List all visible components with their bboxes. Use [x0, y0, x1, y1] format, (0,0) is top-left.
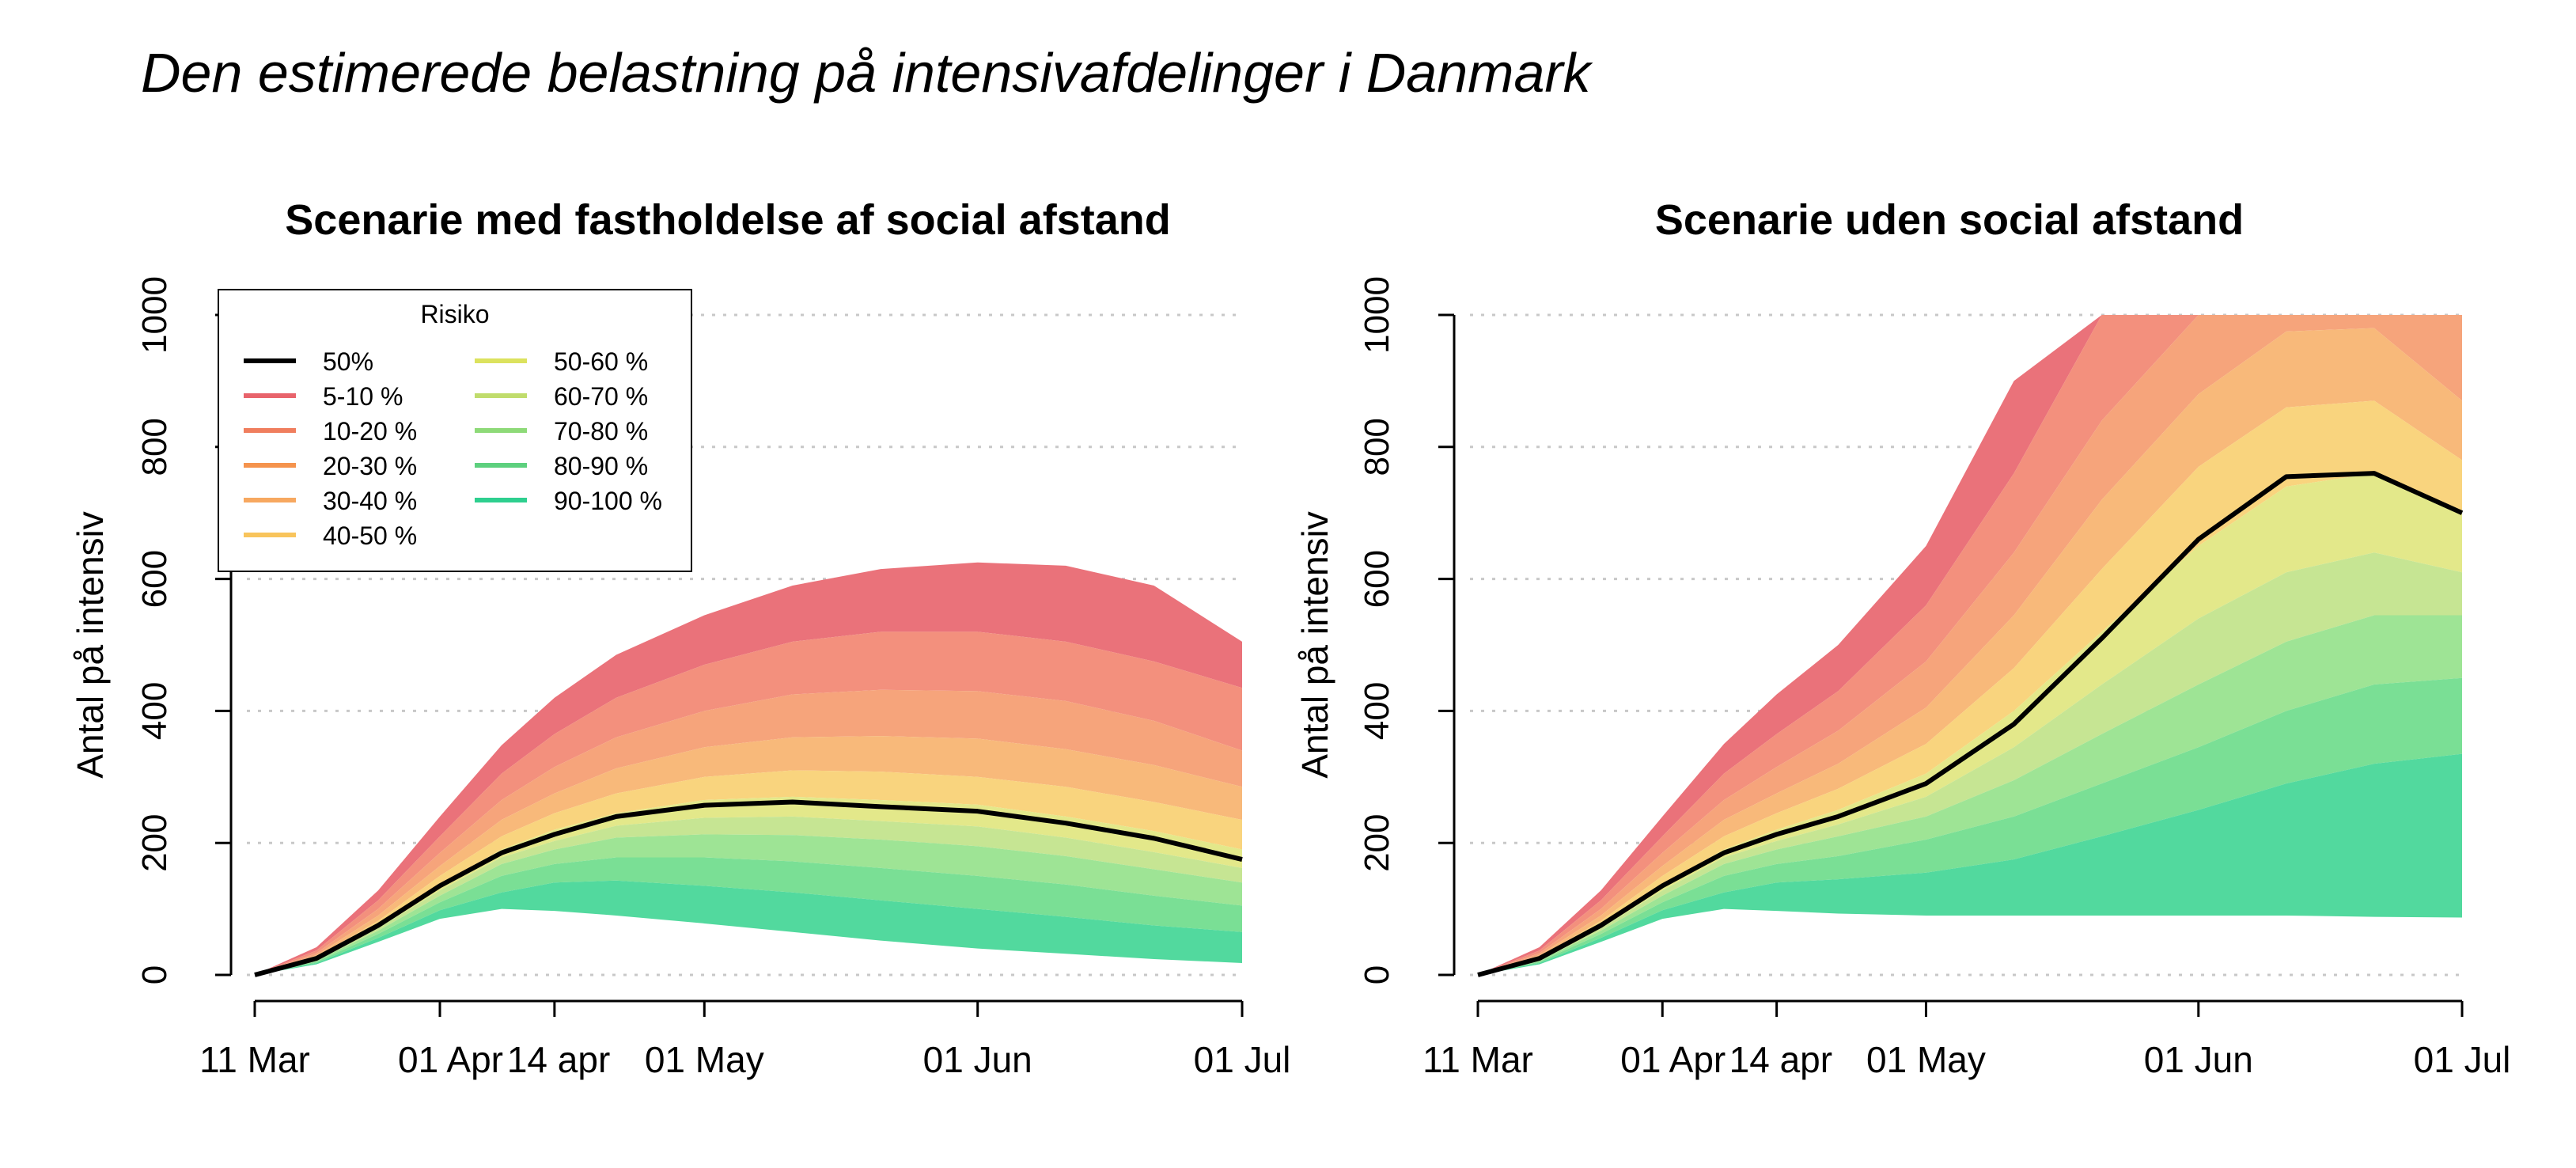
legend-title: Risiko: [420, 300, 489, 328]
chart-title: Scenarie med fastholdelse af social afst…: [285, 196, 1170, 244]
legend-label: 70-80 %: [554, 417, 648, 446]
y-tick-label: 0: [135, 965, 174, 984]
chart-title: Scenarie uden social afstand: [1655, 196, 2244, 244]
y-axis-label: Antal på intensiv: [1294, 511, 1335, 779]
legend-label: 10-20 %: [323, 417, 417, 446]
risk-band: [1478, 473, 2462, 975]
legend-label: 5-10 %: [323, 382, 403, 411]
legend-label: 90-100 %: [554, 487, 662, 515]
x-tick-label: 14 apr: [1729, 1039, 1832, 1080]
y-tick-label: 600: [1358, 550, 1396, 608]
y-tick-label: 200: [135, 813, 174, 871]
chart-right: Scenarie uden social afstand 0 200 400 600 80…: [1294, 196, 2510, 1080]
legend-box: [218, 289, 692, 572]
legend-label: 40-50 %: [323, 521, 417, 550]
y-tick-label: 400: [135, 682, 174, 740]
x-tick-label: 01 May: [645, 1039, 764, 1080]
y-tick-label: 0: [1358, 965, 1396, 984]
legend-label: 50%: [323, 347, 373, 376]
risk-band: [255, 770, 1242, 975]
median-line: [1477, 471, 2464, 977]
legend: Risiko 50% 5-10 % 10-20 % 20-30 % 30-40 % 40-5…: [218, 289, 692, 572]
y-tick-label: 600: [135, 550, 174, 608]
risk-band: [1478, 552, 2462, 975]
chart-left: Scenarie med fastholdelse af social afst…: [70, 196, 1290, 1080]
page-title: Den estimerede belastning på intensivafd…: [141, 42, 1591, 104]
median-line: [254, 799, 1243, 977]
x-tick-label: 01 Jul: [2414, 1039, 2511, 1080]
risk-band: [255, 562, 1242, 975]
x-tick-label: 01 Apr: [1620, 1039, 1726, 1080]
risk-band: [1478, 400, 2462, 975]
x-tick-label: 01 Jul: [1194, 1039, 1291, 1080]
y-tick-label: 1000: [1358, 276, 1396, 354]
bands: [254, 562, 1243, 977]
x-tick-label: 01 Jun: [2144, 1039, 2253, 1080]
legend-label: 80-90 %: [554, 452, 648, 480]
legend-label: 50-60 %: [554, 347, 648, 376]
y-tick-label: 1000: [135, 276, 174, 354]
y-tick-label: 800: [135, 418, 174, 476]
y-tick-label: 200: [1358, 813, 1396, 871]
risk-band: [1478, 615, 2462, 975]
legend-label: 20-30 %: [323, 452, 417, 480]
risk-band: [255, 880, 1242, 975]
risk-band: [255, 834, 1242, 975]
risk-band: [255, 631, 1242, 975]
risk-band: [255, 857, 1242, 975]
y-axis-label: Antal på intensiv: [70, 511, 111, 779]
bands: [1477, 315, 2464, 977]
risk-band: [1478, 328, 2462, 975]
legend-label: 60-70 %: [554, 382, 648, 411]
x-tick-label: 11 Mar: [1422, 1039, 1533, 1080]
legend-label: 30-40 %: [323, 487, 417, 515]
risk-band: [1478, 677, 2462, 975]
x-tick-label: 01 Jun: [923, 1039, 1032, 1080]
y-tick-label: 400: [1358, 682, 1396, 740]
y-tick-label: 800: [1358, 418, 1396, 476]
risk-band: [1478, 753, 2462, 975]
x-tick-label: 14 apr: [507, 1039, 610, 1080]
x-tick-label: 01 May: [1866, 1039, 1986, 1080]
x-tick-label: 11 Mar: [199, 1039, 310, 1080]
risk-band: [1478, 315, 2462, 975]
x-tick-label: 01 Apr: [398, 1039, 503, 1080]
